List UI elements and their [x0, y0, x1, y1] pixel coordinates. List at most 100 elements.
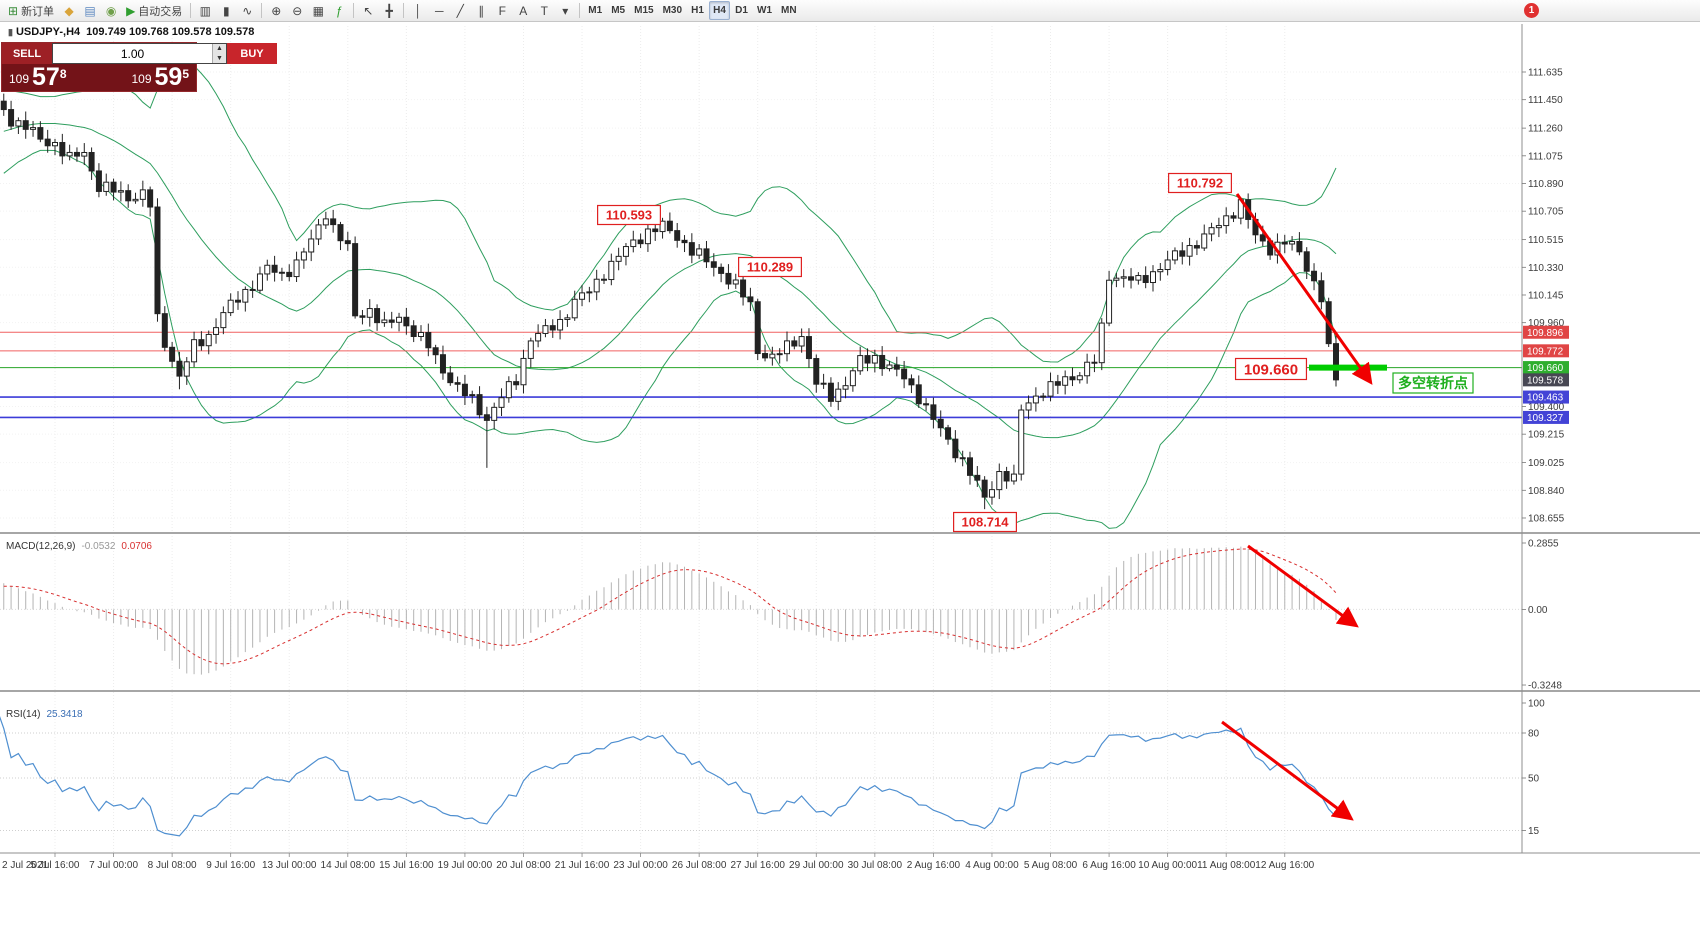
chart-symbol-header: ▮ USDJPY-,H4 109.749 109.768 109.578 109.5…	[8, 26, 254, 38]
price-tick-label: 109.400	[1528, 402, 1565, 413]
price-badge	[1523, 344, 1569, 358]
autotrading-glyph: ▶	[126, 3, 136, 18]
buy-button[interactable]: BUY	[227, 43, 277, 64]
svg-text:108.714: 108.714	[962, 515, 1010, 530]
rsi-scale-label: 80	[1528, 729, 1540, 740]
navigator-icon-glyph: ◉	[105, 3, 117, 18]
timeframe-m15-button[interactable]: M15	[630, 1, 657, 20]
trendline-icon[interactable]: ╱	[450, 1, 470, 20]
tile-windows-icon[interactable]: ▦	[308, 1, 328, 20]
time-tick-label: 29 Jul 00:00	[789, 860, 844, 871]
line-chart-icon[interactable]: ∿	[237, 1, 257, 20]
svg-text:多空转折点: 多空转折点	[1398, 375, 1468, 391]
annotation-110.593[interactable]: 110.593	[597, 204, 661, 226]
price-badge	[1523, 325, 1569, 339]
price-badge-label: 109.660	[1527, 363, 1564, 374]
price-tick-label: 110.330	[1528, 263, 1564, 274]
volume-input[interactable]	[53, 44, 212, 63]
horizontal-line-icon[interactable]: ─	[429, 1, 449, 20]
trend-arrow-2[interactable]	[1247, 544, 1359, 628]
marketwatch-icon-glyph: ◆	[64, 3, 74, 18]
notifications-badge[interactable]: 1	[1524, 3, 1539, 18]
bar-chart-icon-glyph: ▥	[199, 3, 211, 18]
candlestick-chart-icon[interactable]: ▮	[216, 1, 236, 20]
horizontal-line-icon-glyph: ─	[435, 3, 444, 18]
annotation-多空转折点[interactable]: 多空转折点	[1392, 372, 1474, 394]
price-tick-label: 110.515	[1528, 235, 1564, 246]
timeframe-h1-button[interactable]: H1	[687, 1, 708, 20]
trend-arrows	[1221, 193, 1373, 821]
annotation-108.714[interactable]: 108.714	[953, 511, 1017, 533]
timeframe-mn-button[interactable]: MN	[777, 1, 801, 20]
toolbar-separator	[190, 3, 192, 18]
time-tick-label: 27 Jul 16:00	[730, 860, 785, 871]
trend-arrow-3[interactable]	[1221, 720, 1354, 821]
bollinger-middle-band	[3, 123, 1337, 439]
time-tick-label: 4 Aug 00:00	[965, 860, 1019, 871]
timeframe-d1-button[interactable]: D1	[731, 1, 752, 20]
zoom-out-icon[interactable]: ⊖	[287, 1, 307, 20]
toolbar-separator	[403, 3, 405, 18]
trend-arrow-1[interactable]	[1235, 193, 1373, 385]
zoom-in-icon[interactable]: ⊕	[266, 1, 286, 20]
annotation-110.792[interactable]: 110.792	[1168, 172, 1232, 194]
time-tick-label: 26 Jul 08:00	[672, 860, 727, 871]
price-axis[interactable]: 111.635 111.450 111.260 111.075 110.890 110.7…	[1522, 68, 1569, 838]
fibonacci-icon[interactable]: F	[492, 1, 512, 20]
time-tick-label: 5 Jul 16:00	[31, 860, 80, 871]
zoom-in-icon-glyph: ⊕	[271, 3, 282, 18]
price-tick-label: 111.260	[1528, 124, 1563, 135]
timeframe-m5-button[interactable]: M5	[607, 1, 629, 20]
macd-scale-label: 0.2855	[1528, 539, 1559, 550]
line-chart-icon-glyph: ∿	[242, 3, 253, 18]
indicators-icon[interactable]: ƒ	[329, 1, 349, 20]
time-tick-label: 23 Jul 00:00	[613, 860, 668, 871]
crosshair-icon[interactable]: ╋	[379, 1, 399, 20]
autotrading-button[interactable]: ▶ 自动交易	[122, 1, 186, 20]
time-tick-label: 30 Jul 08:00	[848, 860, 903, 871]
price-badge	[1523, 361, 1569, 375]
price-badge	[1523, 410, 1569, 424]
crosshair-icon-glyph: ╋	[385, 3, 393, 18]
annotation-109.660[interactable]: 109.660	[1234, 357, 1308, 381]
new-order-glyph: ⊞	[8, 3, 19, 18]
text-icon[interactable]: A	[513, 1, 533, 20]
fibonacci-icon-glyph: F	[498, 3, 506, 18]
marketwatch-icon[interactable]: ◆	[59, 1, 79, 20]
new-order-button[interactable]: ⊞ 新订单	[4, 1, 58, 20]
volume-decrease-button[interactable]: ▼	[216, 54, 223, 62]
chart-type-icon: ▮	[8, 27, 13, 37]
arrows-icon[interactable]: ▾	[555, 1, 575, 20]
timeframe-m1-button[interactable]: M1	[584, 1, 606, 20]
toolbar-separator	[579, 3, 581, 18]
bar-chart-icon[interactable]: ▥	[195, 1, 215, 20]
svg-text:110.289: 110.289	[747, 260, 793, 275]
sell-button[interactable]: SELL	[2, 43, 52, 64]
zoom-out-icon-glyph: ⊖	[292, 3, 303, 18]
volume-increase-button[interactable]: ▲	[216, 45, 223, 53]
text-label-icon[interactable]: T	[534, 1, 554, 20]
price-tick-label: 109.215	[1528, 430, 1565, 441]
time-tick-label: 8 Jul 08:00	[148, 860, 197, 871]
chart-ohlc-readout: 109.749 109.768 109.578 109.578	[86, 26, 255, 38]
navigator-icon[interactable]: ◉	[101, 1, 121, 20]
buy-price: 109 59 5	[131, 63, 189, 92]
timeframe-m30-button[interactable]: M30	[659, 1, 686, 20]
time-tick-label: 19 Jul 00:00	[438, 860, 493, 871]
cursor-icon[interactable]: ↖	[358, 1, 378, 20]
price-tick-label: 110.705	[1528, 207, 1564, 218]
timeframe-w1-button[interactable]: W1	[753, 1, 776, 20]
data-window-icon[interactable]: ▤	[80, 1, 100, 20]
chart-plot-area[interactable]	[0, 22, 1522, 853]
vertical-line-icon[interactable]: │	[408, 1, 428, 20]
channel-icon[interactable]: ∥	[471, 1, 491, 20]
vertical-line-icon-glyph: │	[414, 3, 423, 18]
timeframe-h4-button[interactable]: H4	[709, 1, 731, 20]
channel-icon-glyph: ∥	[478, 3, 485, 18]
annotation-110.289[interactable]: 110.289	[738, 256, 802, 278]
price-tick-label: 110.145	[1528, 290, 1564, 301]
text-label-icon-glyph: T	[540, 3, 548, 18]
price-badge-label: 109.578	[1527, 375, 1564, 386]
time-tick-label: 20 Jul 08:00	[496, 860, 551, 871]
